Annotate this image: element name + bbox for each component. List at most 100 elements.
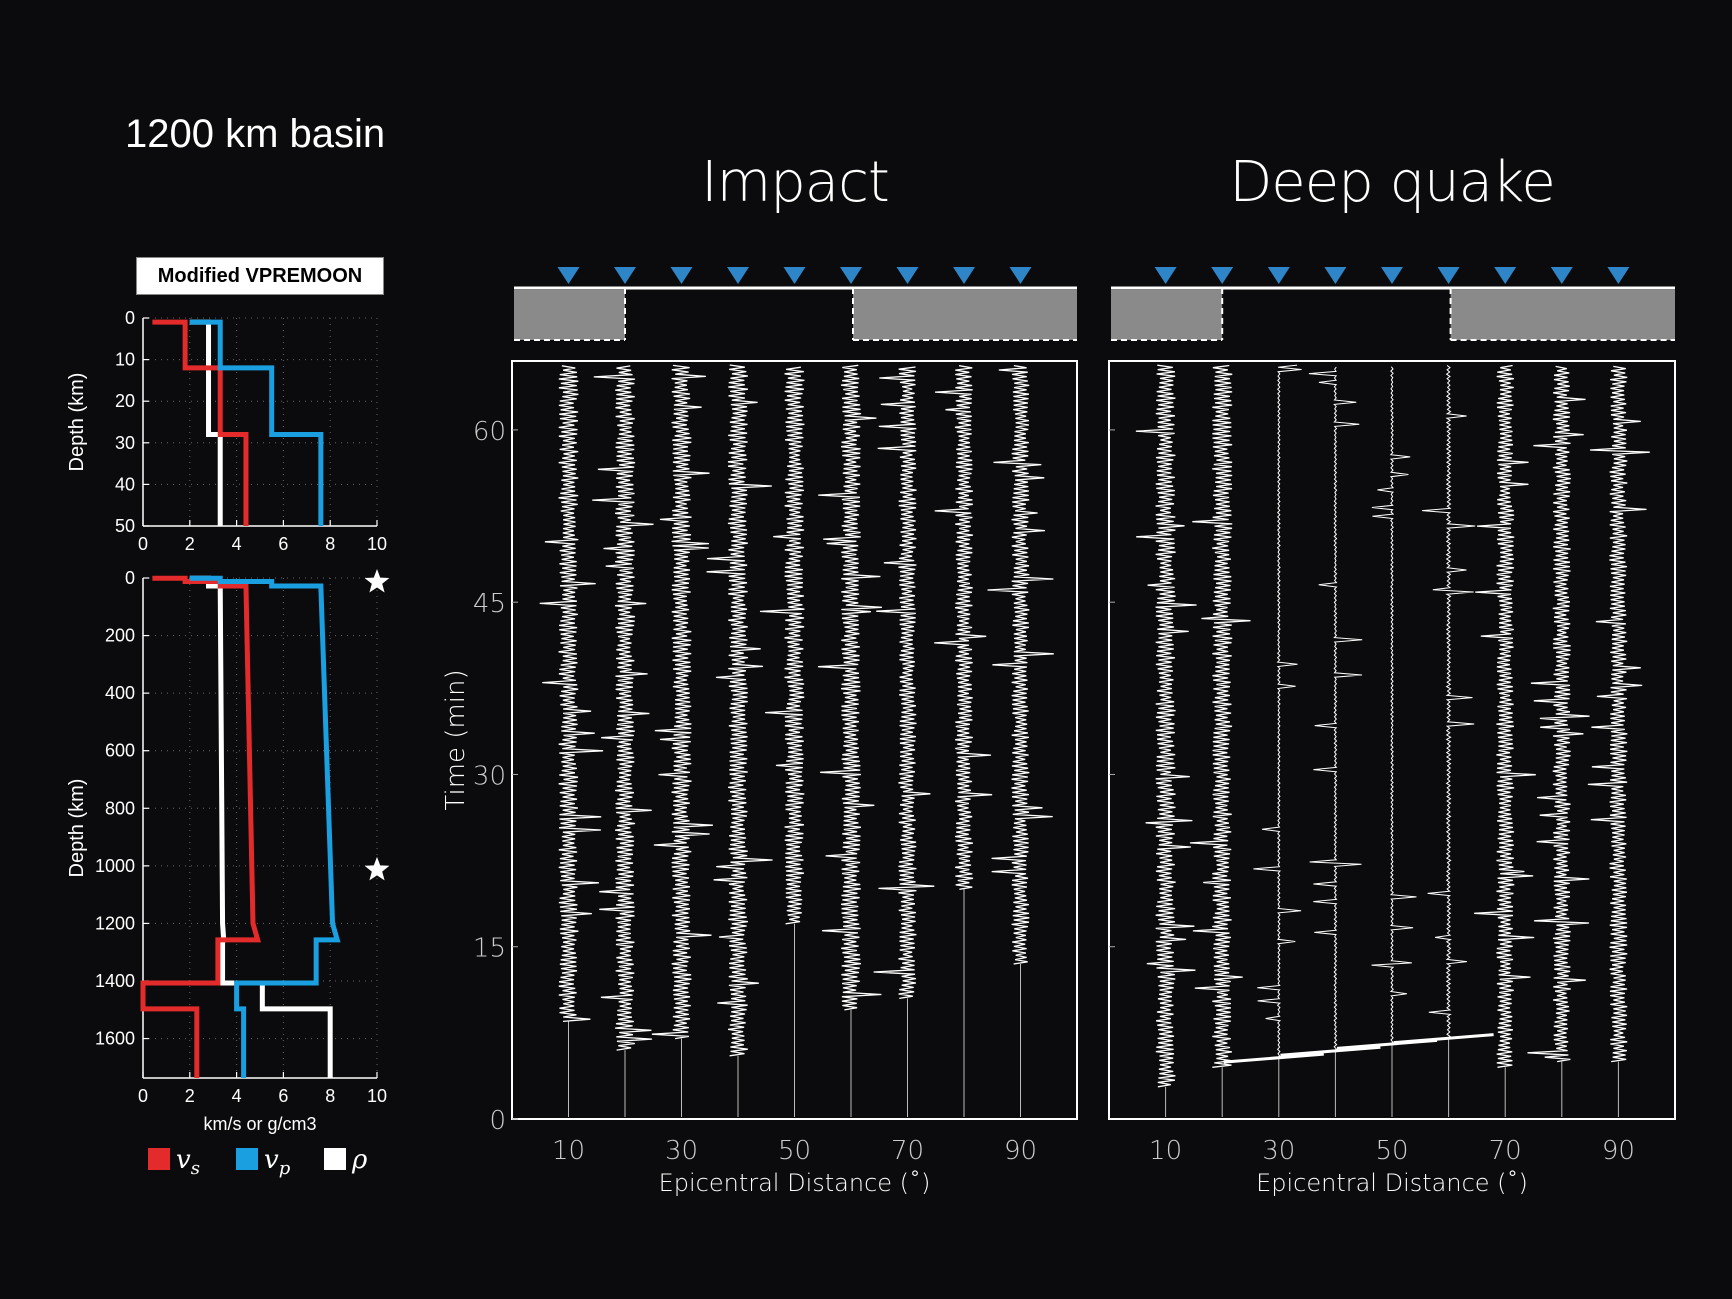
source-star-icon (364, 569, 390, 593)
station-triangle-icon (1009, 267, 1032, 284)
y-tick-label: 60 (473, 417, 506, 447)
trace-arrival (1223, 1052, 1324, 1064)
figure-title: 1200 km basin (125, 112, 386, 156)
profile-rho-line (189, 575, 333, 1078)
trace-waveform (1371, 366, 1417, 1045)
trace-waveform (1587, 365, 1650, 1063)
impact-panel-title: Impact (701, 150, 890, 215)
x-tick-label: 30 (665, 1136, 698, 1166)
x-tick-label: 0 (138, 1086, 148, 1106)
seismogram-trace (592, 365, 654, 1117)
x-tick-label: 6 (278, 534, 288, 554)
station-triangle-icon (1437, 267, 1460, 284)
y-tick-label: 200 (105, 626, 135, 646)
seismogram-trace (1135, 364, 1197, 1117)
y-tick-label: 10 (115, 350, 135, 370)
x-tick-label: 8 (325, 1086, 335, 1106)
y-tick-label: 15 (473, 934, 506, 964)
trace-arrival (1393, 1033, 1494, 1045)
x-tick-label: 50 (1375, 1136, 1408, 1166)
station-triangle-icon (1154, 267, 1177, 284)
profile-vs-line (140, 575, 261, 1078)
x-tick-label: 70 (891, 1136, 924, 1166)
station-triangle-icon (953, 267, 975, 284)
station-triangle-icon (840, 267, 862, 284)
profile-vp-line (189, 319, 324, 526)
y-tick-label: 30 (115, 433, 135, 453)
seismogram-trace (539, 365, 604, 1117)
y-tick-label: 0 (125, 568, 135, 588)
station-triangle-icon (1267, 267, 1290, 284)
x-axis-label: Epicentral Distance (˚) (1256, 1169, 1528, 1197)
x-tick-label: 2 (185, 1086, 195, 1106)
plot-frame (1108, 360, 1676, 1120)
x-tick-label: 2 (185, 534, 195, 554)
trace-waveform (1135, 364, 1197, 1088)
station-triangle-icon (1324, 267, 1347, 284)
x-tick-label: 8 (325, 534, 335, 554)
y-tick-label: 45 (473, 589, 506, 619)
station-triangle-icon (1494, 267, 1517, 284)
basin-outline (1111, 288, 1224, 341)
seismogram-trace (1393, 364, 1494, 1117)
x-tick-label: 6 (278, 1086, 288, 1106)
basin-outline (852, 288, 1077, 341)
trace-waveform (1474, 364, 1536, 1068)
seismogram-trace (1336, 366, 1438, 1117)
seismogram-trace (1189, 364, 1251, 1117)
y-tick-label: 30 (473, 761, 506, 791)
profile-vp-line (189, 575, 341, 1078)
plot-frame (511, 360, 1078, 1120)
source-star-icon (364, 856, 390, 881)
trace-waveform (759, 366, 805, 925)
basin-block (853, 290, 1077, 340)
profile-rho-line (189, 319, 223, 526)
basin-outline (514, 288, 626, 341)
station-triangle-icon (1607, 267, 1630, 284)
basin-block (1450, 290, 1675, 340)
x-tick-label: 10 (367, 1086, 387, 1106)
legend-swatch-rho (324, 1148, 346, 1170)
legend-label-vs: vs (176, 1145, 200, 1179)
station-triangle-icon (783, 267, 806, 284)
trace-waveform (873, 366, 935, 1000)
y-tick-label: 1200 (95, 913, 135, 933)
y-tick-label: 600 (105, 741, 135, 761)
trace-arrival (1280, 1045, 1381, 1057)
x-tick-label: 10 (552, 1136, 585, 1166)
x-tick-label: 4 (232, 1086, 242, 1106)
trace-waveform (651, 364, 713, 1040)
trace-waveform (987, 364, 1054, 965)
trace-waveform (1253, 364, 1302, 1059)
deep-quake-panel-title: Deep quake (1229, 150, 1556, 215)
x-axis-label: Epicentral Distance (˚) (659, 1169, 931, 1197)
y-axis-label: Depth (km) (66, 779, 88, 878)
seismogram-trace (818, 364, 882, 1117)
x-axis-label: km/s or g/cm3 (203, 1114, 316, 1134)
y-tick-label: 1400 (95, 971, 135, 991)
trace-waveform (1422, 364, 1476, 1039)
x-tick-label: 50 (778, 1136, 811, 1166)
x-tick-label: 70 (1489, 1136, 1522, 1166)
x-tick-label: 30 (1262, 1136, 1295, 1166)
y-tick-label: 1000 (95, 856, 135, 876)
model-label-box: Modified VPREMOON (136, 257, 384, 295)
trace-waveform (818, 364, 882, 1011)
basin-outline (1449, 288, 1675, 341)
profile-vs-line (152, 319, 249, 526)
y-tick-label: 1600 (95, 1029, 135, 1049)
station-triangle-icon (557, 267, 580, 284)
station-triangle-icon (614, 267, 636, 284)
legend-swatch-vp (236, 1148, 258, 1170)
seismogram-trace (651, 364, 713, 1117)
trace-waveform (1308, 366, 1363, 1052)
station-triangle-icon (1381, 267, 1403, 284)
station-triangle-icon (1211, 267, 1234, 284)
y-tick-label: 50 (115, 516, 135, 536)
y-axis-label: Time (min) (441, 669, 471, 810)
y-tick-label: 0 (125, 308, 135, 328)
seismogram-trace (1223, 364, 1324, 1117)
x-tick-label: 10 (1149, 1136, 1182, 1166)
y-axis-label: Depth (km) (66, 373, 88, 472)
station-triangle-icon (1550, 267, 1573, 284)
